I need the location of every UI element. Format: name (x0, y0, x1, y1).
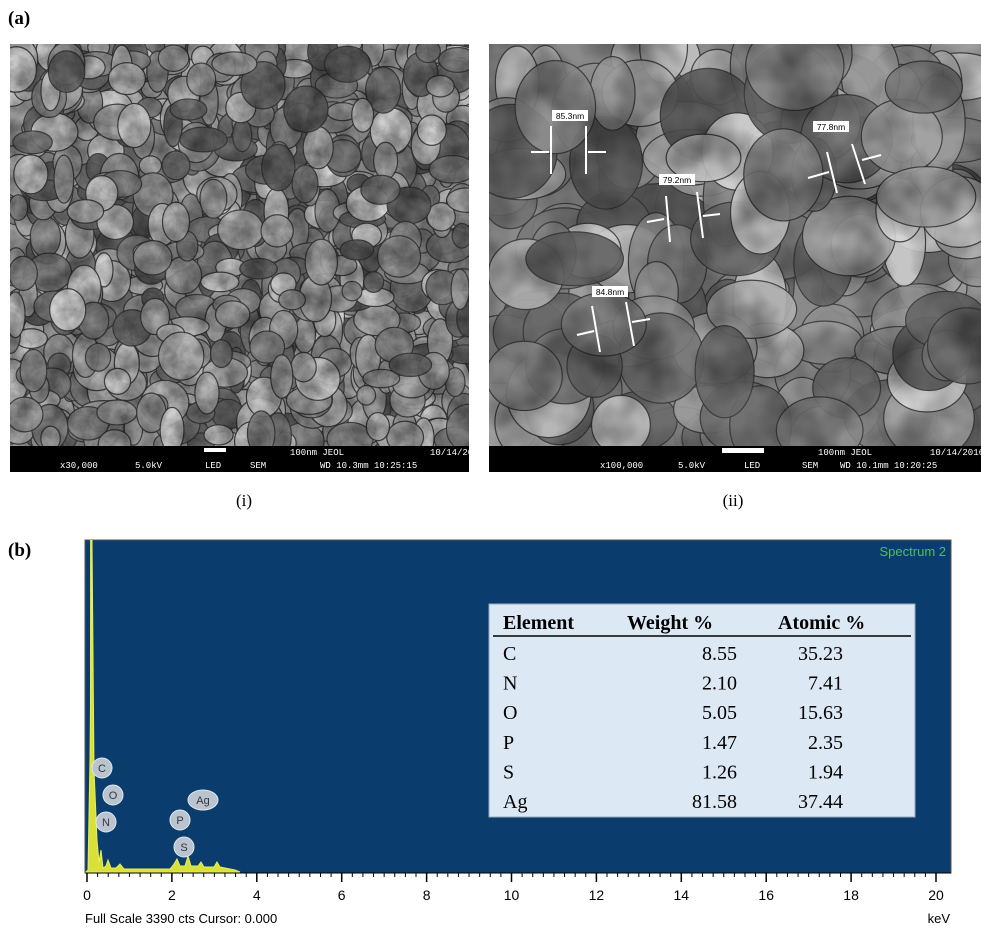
x-tick-label: 4 (253, 887, 261, 903)
info-text: 100nm JEOL (818, 448, 872, 458)
table-cell: P (503, 732, 514, 754)
table-cell: 7.41 (808, 673, 843, 695)
table-cell: 1.26 (702, 761, 737, 783)
x-tick-label: 16 (758, 887, 774, 903)
texture (10, 44, 469, 446)
measure-label: 77.8nm (817, 122, 845, 132)
caption: (i) (236, 491, 252, 510)
x-axis-ticks: 0 2 4 6 8 10 12 14 16 18 20 (83, 873, 944, 903)
info-text: 5.0kV (678, 461, 706, 471)
info-text: WD 10.3mm 10:25:15 (320, 461, 417, 471)
table-cell: 5.05 (702, 702, 737, 724)
page: (a) x30,000 5.0kV LED SEM WD 10.3mm 10:25:15… (0, 0, 981, 929)
x-tick-label: 20 (928, 887, 944, 903)
info-text: SEM (250, 461, 266, 471)
peak-label: O (109, 790, 118, 802)
table-header: Atomic % (778, 612, 865, 634)
caption: (ii) (723, 491, 744, 510)
texture (489, 44, 981, 446)
table-cell: 2.35 (808, 732, 843, 754)
peak-label: S (180, 842, 187, 854)
peak-label: P (176, 815, 183, 827)
measure-label: 79.2nm (663, 175, 691, 185)
peak-label: N (102, 817, 110, 829)
peak-label: C (98, 763, 106, 775)
table-header: Weight % (627, 612, 713, 634)
panel-label: (a) (8, 8, 30, 29)
info-text: WD 10.1mm 10:20:25 (840, 461, 937, 471)
table-cell: 1.47 (702, 732, 737, 754)
table-cell: C (503, 643, 516, 665)
footer: Full Scale 3390 cts Cursor: 0.000 (85, 911, 277, 926)
table-cell: O (503, 702, 517, 724)
info-text: x30,000 (60, 461, 98, 471)
info-text: 10/14/2016 (430, 448, 484, 458)
x-tick-label: 14 (674, 887, 690, 903)
info-text: LED (205, 461, 221, 471)
table-cell: 35.23 (798, 643, 843, 665)
panel-label: (b) (8, 540, 31, 561)
table-cell: 15.63 (798, 702, 843, 724)
sem-image: x30,000 5.0kV LED SEM WD 10.3mm 10:25:15 100n… (0, 22, 491, 472)
spectrum-title: Spectrum 2 (880, 544, 946, 559)
table-cell: 1.94 (808, 761, 843, 783)
table-cell: 37.44 (798, 791, 843, 813)
table-cell: 81.58 (692, 791, 737, 813)
table-cell: S (503, 761, 514, 783)
x-tick-label: 18 (843, 887, 859, 903)
info-text: 10/14/2016 (930, 448, 981, 458)
table-cell: 2.10 (702, 673, 737, 695)
info-text: x100,000 (600, 461, 643, 471)
sem-image: x100,000 5.0kV LED SEM WD 10.1mm 10:20:25 100… (453, 11, 981, 479)
x-unit: keV (928, 911, 951, 926)
x-tick-label: 8 (423, 887, 431, 903)
measure-label: 85.3nm (556, 111, 584, 121)
x-tick-label: 2 (168, 887, 176, 903)
figure: (a) x30,000 5.0kV LED SEM WD 10.3mm 10:25:15… (0, 0, 981, 929)
info-text: SEM (802, 461, 818, 471)
info-text: 5.0kV (135, 461, 163, 471)
peak-label: Ag (196, 795, 209, 807)
table-cell: Ag (503, 791, 527, 813)
table-header: Element (503, 612, 574, 634)
x-tick-label: 0 (83, 887, 91, 903)
info-text: 100nm JEOL (290, 448, 344, 458)
x-tick-label: 12 (589, 887, 605, 903)
scale-bar (722, 448, 764, 453)
table-cell: 8.55 (702, 643, 737, 665)
measure-label: 84.8nm (596, 287, 624, 297)
x-tick-label: 10 (504, 887, 520, 903)
x-tick-label: 6 (338, 887, 346, 903)
info-text: LED (744, 461, 760, 471)
table-cell: N (503, 673, 517, 695)
scale-bar (204, 448, 226, 452)
